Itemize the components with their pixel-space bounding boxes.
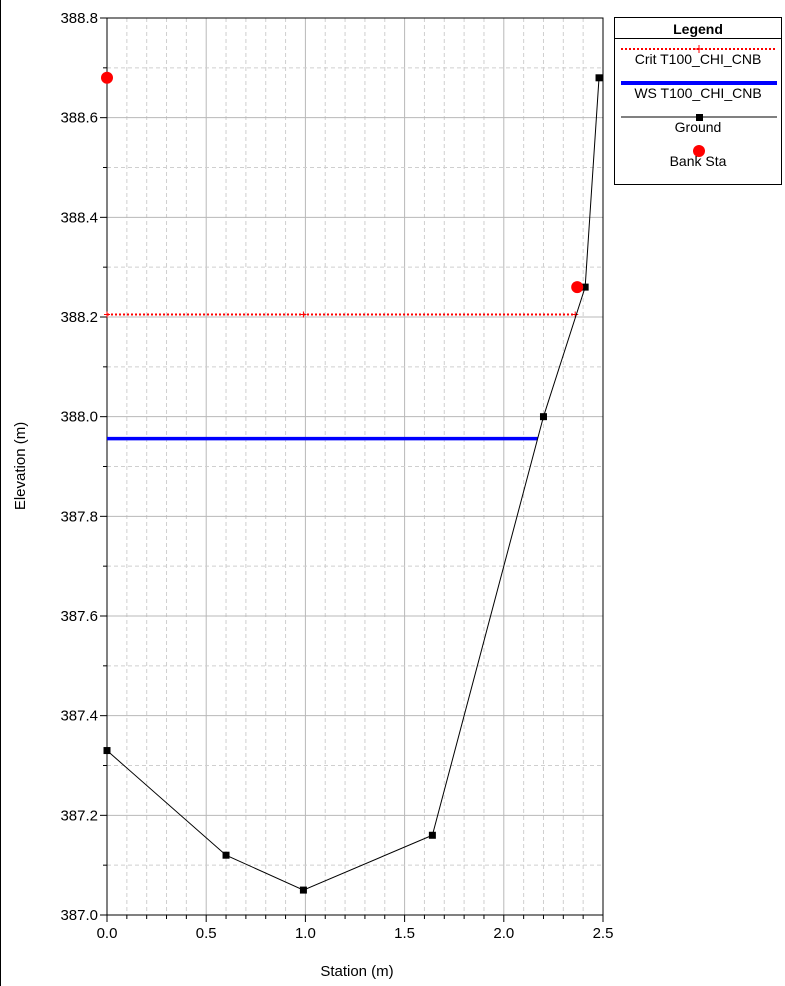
series-ground-point <box>104 747 111 754</box>
grid <box>107 18 603 915</box>
y-tick-label: 388.0 <box>60 409 98 426</box>
y-tick-label: 388.2 <box>60 309 98 326</box>
series-bank-point <box>571 281 583 293</box>
legend-label-ground: Ground <box>615 119 781 135</box>
y-tick-label: 387.6 <box>60 608 98 625</box>
y-tick-label: 388.8 <box>60 10 98 27</box>
legend-title: Legend <box>615 18 781 39</box>
legend-label-ws: WS T100_CHI_CNB <box>615 85 781 101</box>
series-ground-point <box>429 832 436 839</box>
series-ground-point <box>300 887 307 894</box>
legend-label-bank: Bank Sta <box>615 153 781 169</box>
y-tick-label: 388.6 <box>60 110 98 127</box>
legend-item-bank: Bank Sta <box>615 141 781 175</box>
series-ground-point <box>540 413 547 420</box>
y-tick-label: 387.4 <box>60 708 98 725</box>
x-tick-label: 1.0 <box>295 925 316 942</box>
series-layer <box>101 72 603 894</box>
y-tick-label: 388.4 <box>60 209 98 226</box>
series-ground-point <box>596 74 603 81</box>
legend-item-crit: Crit T100_CHI_CNB <box>615 39 781 73</box>
y-tick-label: 387.8 <box>60 508 98 525</box>
x-tick-label: 2.5 <box>593 925 614 942</box>
legend-item-ground: Ground <box>615 107 781 141</box>
y-tick-label: 387.0 <box>60 907 98 924</box>
x-tick-label: 0.5 <box>196 925 217 942</box>
legend-item-ws: WS T100_CHI_CNB <box>615 73 781 107</box>
x-tick-label: 2.0 <box>493 925 514 942</box>
legend-label-crit: Crit T100_CHI_CNB <box>615 51 781 67</box>
series-ground-point <box>223 852 230 859</box>
series-bank-point <box>101 72 113 84</box>
x-axis-label: Station (m) <box>320 963 393 980</box>
y-axis-label: Elevation (m) <box>12 422 29 510</box>
x-tick-label: 0.0 <box>97 925 118 942</box>
legend: Legend Crit T100_CHI_CNB WS T100_CHI_CNB… <box>614 17 782 185</box>
axis-ticks: 0.0 0.5 1.0 1.5 2.0 2.5 387.0 387.2 387.4 387.6 38… <box>60 10 613 942</box>
y-tick-label: 387.2 <box>60 807 98 824</box>
x-tick-label: 1.5 <box>394 925 415 942</box>
series-ground-line <box>107 78 599 890</box>
